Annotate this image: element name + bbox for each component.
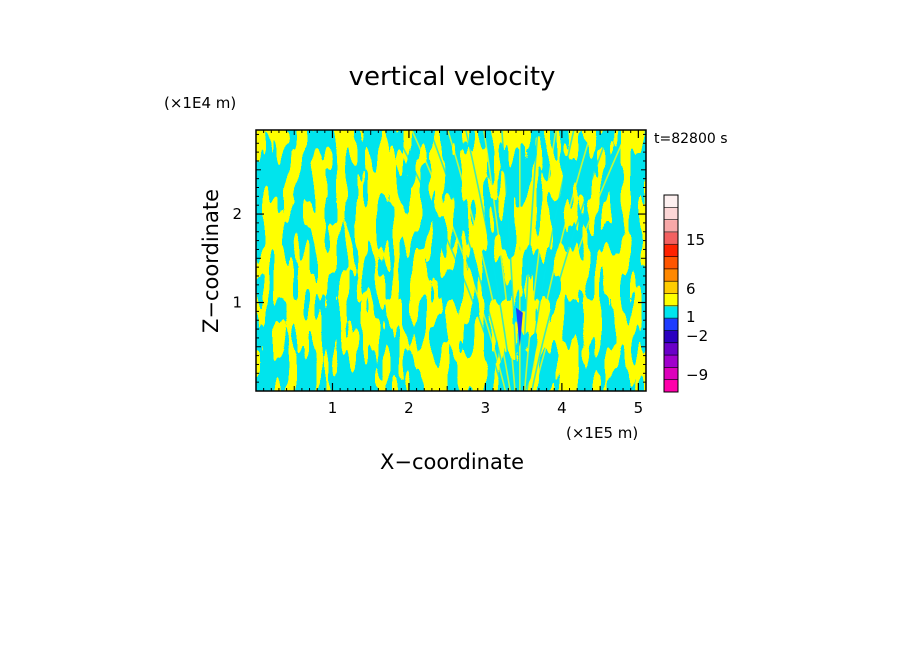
colorbar-band — [664, 355, 678, 368]
x-tick-label: 4 — [557, 399, 567, 417]
field-streak — [411, 130, 507, 391]
field-streak — [526, 130, 575, 391]
colorbar-band — [664, 293, 678, 307]
plot-frame — [255, 129, 647, 392]
colorbar-band — [664, 231, 678, 245]
y-tick-label: 1 — [232, 294, 242, 312]
colorbar-band — [664, 219, 678, 233]
colorbar-band — [664, 281, 678, 294]
x-tick-label: 1 — [328, 399, 338, 417]
velocity-field — [256, 130, 646, 391]
field-streak — [501, 130, 519, 391]
field-streak — [521, 130, 539, 391]
colorbar-band — [664, 244, 678, 258]
contour-field — [256, 130, 646, 391]
field-streak — [523, 130, 557, 391]
x-tick-label: 5 — [634, 399, 644, 417]
colorbar-band — [664, 367, 678, 381]
colorbar-band — [664, 256, 678, 270]
colorbar-band — [664, 195, 678, 208]
y-scale-label: (×1E4 m) — [164, 94, 236, 112]
x-axis-label: X−coordinate — [380, 450, 524, 474]
colorbar-band — [664, 305, 678, 319]
downdraft-core — [515, 307, 523, 347]
field-streak — [531, 130, 611, 391]
convergence-streaks — [393, 130, 629, 391]
time-label: t=82800 s — [654, 131, 728, 147]
colorbar-label: 15 — [686, 231, 705, 249]
chart-title: vertical velocity — [349, 62, 556, 92]
field-streak — [393, 130, 504, 391]
x-tick-label: 2 — [404, 399, 414, 417]
colorbar-band — [664, 342, 678, 356]
colorbar-label: 6 — [686, 280, 696, 298]
field-streak — [429, 130, 509, 391]
colorbar-label: −9 — [686, 366, 708, 384]
colorbar-label: 1 — [686, 308, 696, 326]
field-streak — [528, 130, 593, 391]
y-axis-label: Z−coordinate — [199, 189, 223, 333]
colorbar-band — [664, 268, 678, 282]
x-scale-label: (×1E5 m) — [566, 424, 638, 442]
colorbar-band — [664, 207, 678, 221]
colorbar-label: −2 — [686, 327, 708, 345]
field-streak — [447, 130, 512, 391]
field-streak — [465, 130, 514, 391]
colorbar-band — [664, 318, 678, 331]
field-streak — [483, 130, 516, 391]
field-streak — [533, 130, 629, 391]
y-tick-label: 2 — [232, 205, 242, 223]
colorbar-band — [664, 330, 678, 344]
x-tick-label: 3 — [481, 399, 491, 417]
colorbar-band — [664, 379, 678, 393]
colorbar: 15 6 1−2 −9 — [663, 194, 708, 393]
